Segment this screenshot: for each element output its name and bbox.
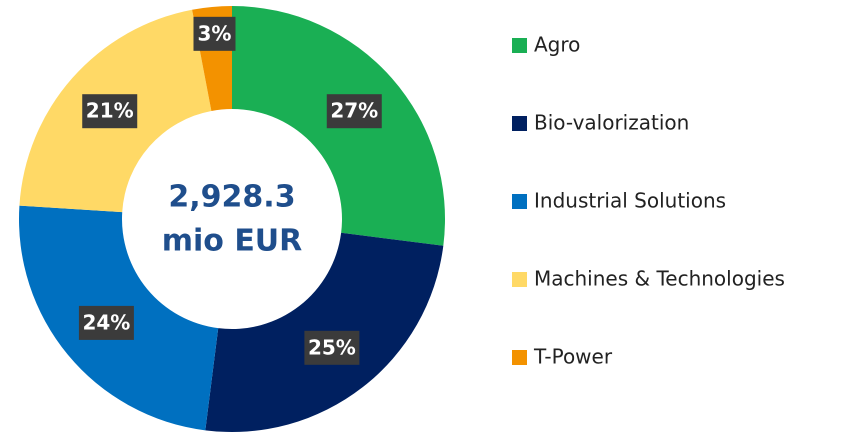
donut	[18, 6, 445, 432]
value-label-box	[304, 330, 360, 365]
value-label: 25%	[308, 335, 356, 359]
legend-label: Bio-valorization	[534, 111, 689, 135]
value-label: 27%	[330, 99, 378, 123]
legend-swatch	[512, 194, 527, 209]
legend-swatch	[512, 272, 527, 287]
legend-label: Agro	[534, 33, 580, 57]
value-label: 21%	[86, 99, 134, 123]
legend-label: T-Power	[533, 345, 613, 369]
value-label-box	[193, 16, 236, 51]
value-label-box	[78, 305, 134, 340]
legend-swatch	[512, 38, 527, 53]
value-label-box	[82, 94, 138, 129]
legend-swatch	[512, 350, 527, 365]
value-label-box	[326, 94, 382, 129]
value-label: 3%	[198, 21, 232, 45]
legend-label: Industrial Solutions	[534, 189, 726, 213]
value-label: 24%	[82, 310, 130, 334]
center-label: mio EUR	[162, 224, 303, 259]
legend-label: Machines & Technologies	[534, 267, 785, 291]
center-label: 2,928.3	[168, 180, 295, 215]
legend-swatch	[512, 116, 527, 131]
